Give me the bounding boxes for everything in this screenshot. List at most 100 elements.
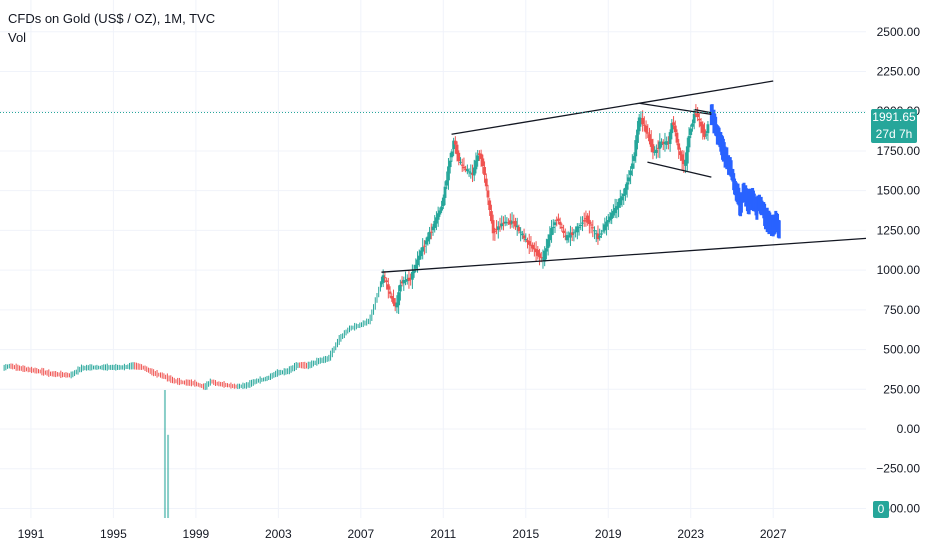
y-tick-label: 2500.00 bbox=[877, 25, 921, 39]
candle-body bbox=[636, 129, 639, 143]
candle-body bbox=[474, 160, 478, 170]
y-tick-label: 1500.00 bbox=[877, 184, 921, 198]
candle-body bbox=[555, 219, 559, 221]
trendline bbox=[381, 237, 867, 273]
candle-body bbox=[613, 207, 617, 214]
volume-value-tag: 0 bbox=[873, 501, 889, 518]
candle-body bbox=[488, 200, 492, 211]
candle-body bbox=[692, 113, 696, 124]
candle-body bbox=[417, 255, 421, 260]
candle-body bbox=[392, 298, 395, 304]
candle-body bbox=[440, 206, 443, 211]
candle-body bbox=[465, 169, 469, 172]
candle-body bbox=[682, 159, 686, 165]
candle-body bbox=[610, 212, 614, 219]
chart-title[interactable]: CFDs on Gold (US$ / OZ), 1M, TVC bbox=[8, 11, 216, 26]
price-series bbox=[3, 104, 710, 391]
volume-indicator-label[interactable]: Vol bbox=[8, 30, 27, 45]
candle-body bbox=[687, 136, 691, 148]
candle-body bbox=[400, 281, 404, 284]
candle-body bbox=[429, 231, 433, 233]
candle-body bbox=[431, 226, 435, 231]
candle-body bbox=[675, 132, 679, 143]
candle-body bbox=[380, 283, 383, 285]
candle-body bbox=[656, 147, 660, 149]
candle-body bbox=[672, 122, 675, 126]
candle-body bbox=[450, 151, 454, 158]
candle-body bbox=[680, 154, 684, 161]
candle-body bbox=[569, 232, 572, 238]
candle-body bbox=[605, 221, 608, 227]
candle-body bbox=[651, 144, 655, 153]
candle-body bbox=[484, 178, 488, 187]
candle-body bbox=[532, 248, 536, 250]
y-axis[interactable]: 2500.002250.002000.001750.001500.001250.… bbox=[876, 25, 920, 516]
candle-body bbox=[503, 221, 507, 224]
candle-body bbox=[441, 197, 445, 207]
candle-body bbox=[471, 173, 474, 175]
candle-body bbox=[512, 221, 516, 224]
candle-body bbox=[520, 233, 524, 236]
candle-body bbox=[498, 226, 502, 228]
candle-body bbox=[436, 213, 440, 220]
y-tick-label: 2250.00 bbox=[877, 65, 921, 79]
candle-body bbox=[694, 113, 698, 115]
candle-body bbox=[581, 222, 584, 224]
candle-body bbox=[527, 241, 531, 245]
x-tick-label: 2011 bbox=[430, 527, 456, 541]
candle-body bbox=[653, 151, 657, 153]
candle-body bbox=[575, 226, 579, 233]
candle-body bbox=[648, 134, 651, 142]
trendlines[interactable] bbox=[381, 80, 867, 273]
projection-bar bbox=[717, 127, 721, 146]
candle-body bbox=[646, 132, 650, 134]
candle-body bbox=[428, 231, 431, 240]
candle-body bbox=[598, 235, 602, 238]
candle-body bbox=[507, 222, 511, 224]
candle-body bbox=[673, 125, 677, 133]
candle-body bbox=[701, 124, 705, 133]
candle-body bbox=[572, 232, 576, 234]
x-tick-label: 1995 bbox=[100, 527, 127, 541]
candle-body bbox=[464, 168, 468, 170]
candle-body bbox=[383, 277, 387, 279]
candle-body bbox=[685, 146, 689, 164]
x-axis[interactable]: 1991 1995 1999 2003 2007 2011 2015 2019 2023 2027 bbox=[18, 527, 787, 541]
candle-body bbox=[567, 236, 571, 238]
candle-body bbox=[526, 240, 529, 243]
candle-body bbox=[558, 221, 562, 225]
candle-body bbox=[570, 232, 574, 236]
candle-body bbox=[550, 228, 553, 236]
candle-body bbox=[541, 258, 545, 260]
candle-body bbox=[404, 280, 407, 282]
y-tick-label: 500.00 bbox=[883, 343, 920, 357]
candle-body bbox=[448, 160, 452, 168]
candle-body bbox=[624, 187, 627, 195]
candle-body bbox=[386, 284, 390, 290]
candle-body bbox=[560, 226, 564, 229]
candle-body bbox=[407, 277, 411, 281]
candle-body bbox=[548, 234, 552, 241]
candle-body bbox=[563, 235, 567, 237]
candle-body bbox=[538, 253, 541, 258]
candle-body bbox=[531, 244, 535, 249]
candle-body bbox=[677, 143, 681, 150]
candle-body bbox=[637, 117, 641, 132]
projection-bar bbox=[710, 104, 714, 124]
candle-body bbox=[546, 239, 550, 249]
candle-body bbox=[649, 139, 653, 147]
candle-body bbox=[587, 219, 591, 225]
volume-bar bbox=[167, 434, 170, 518]
candle-body bbox=[627, 177, 631, 182]
candle-body bbox=[608, 216, 612, 221]
candle-body bbox=[459, 161, 462, 163]
candle-body bbox=[502, 222, 505, 224]
current-price-value: 1991.65 bbox=[872, 110, 916, 124]
x-tick-label: 2019 bbox=[595, 527, 622, 541]
candle-body bbox=[625, 182, 629, 190]
candle-body bbox=[543, 250, 547, 262]
x-tick-label: 2007 bbox=[347, 527, 374, 541]
candle-body bbox=[435, 217, 438, 224]
x-tick-label: 2023 bbox=[677, 527, 704, 541]
